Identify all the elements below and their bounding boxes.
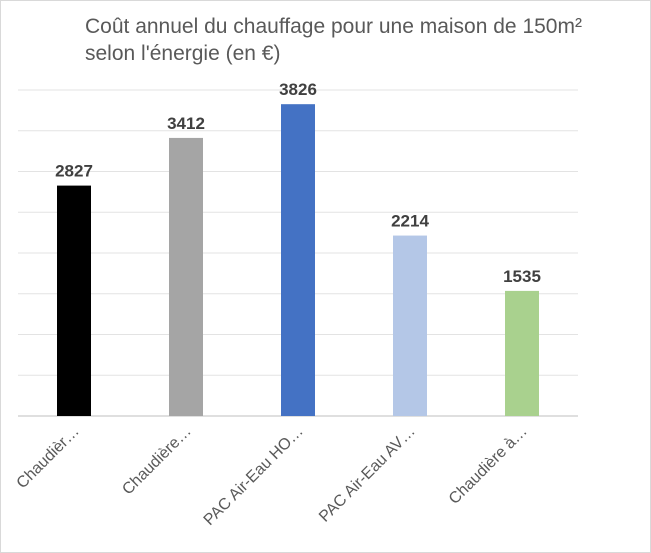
category-label-5: Chaudière à… [446, 423, 531, 508]
category-tick-labels: Chaudièr… Chaudière… PAC Air-Eau HO… PAC Ai… [14, 423, 531, 529]
data-labels: 2827 3412 3826 2214 1535 [55, 80, 541, 286]
bar-4 [393, 235, 427, 416]
bar-5 [505, 290, 539, 416]
category-label-2: Chaudière… [119, 423, 195, 499]
bar-2 [169, 137, 203, 416]
chart-title: Coût annuel du chauffage pour une maison… [85, 15, 582, 65]
category-label-4: PAC Air-Eau AV… [316, 423, 419, 526]
category-label-1: Chaudièr… [14, 423, 83, 492]
category-label-3: PAC Air-Eau HO… [201, 423, 307, 529]
bar-1 [57, 185, 91, 416]
data-label-2: 3412 [167, 114, 205, 133]
data-label-3: 3826 [279, 80, 317, 99]
data-label-4: 2214 [391, 212, 429, 231]
data-label-1: 2827 [55, 162, 93, 181]
bars [57, 104, 539, 416]
data-label-5: 1535 [503, 267, 541, 286]
bar-3 [281, 104, 315, 416]
